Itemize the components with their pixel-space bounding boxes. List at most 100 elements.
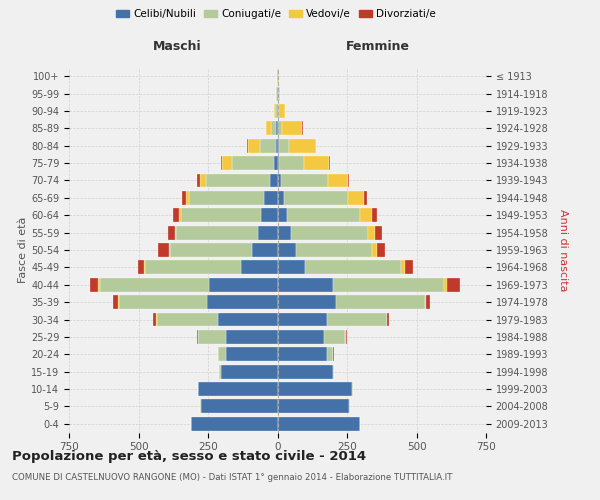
Bar — [279, 104, 285, 118]
Bar — [291, 226, 368, 239]
Bar — [347, 174, 349, 188]
Bar — [264, 191, 277, 205]
Bar — [220, 364, 221, 378]
Bar — [277, 278, 333, 291]
Bar — [296, 243, 372, 257]
Bar — [277, 382, 352, 396]
Bar — [218, 348, 226, 361]
Bar — [277, 417, 359, 431]
Bar — [189, 191, 264, 205]
Bar — [91, 278, 98, 291]
Bar — [277, 260, 305, 274]
Bar — [226, 348, 277, 361]
Bar — [138, 260, 144, 274]
Text: Femmine: Femmine — [346, 40, 410, 53]
Bar — [198, 382, 277, 396]
Bar — [388, 312, 389, 326]
Bar — [289, 139, 316, 152]
Bar — [200, 174, 206, 188]
Bar — [277, 226, 291, 239]
Bar — [333, 278, 444, 291]
Bar — [425, 295, 426, 309]
Bar — [305, 260, 401, 274]
Bar — [277, 348, 327, 361]
Bar — [336, 295, 425, 309]
Bar — [262, 208, 277, 222]
Bar — [186, 191, 189, 205]
Bar — [179, 208, 181, 222]
Text: Popolazione per età, sesso e stato civile - 2014: Popolazione per età, sesso e stato civil… — [12, 450, 366, 463]
Bar — [377, 243, 385, 257]
Bar — [175, 226, 176, 239]
Bar — [277, 243, 296, 257]
Bar — [404, 260, 413, 274]
Bar — [281, 174, 328, 188]
Bar — [277, 312, 327, 326]
Bar — [173, 208, 179, 222]
Bar — [364, 191, 367, 205]
Bar — [157, 312, 218, 326]
Bar — [170, 243, 253, 257]
Bar — [167, 226, 175, 239]
Bar — [270, 174, 277, 188]
Y-axis label: Fasce di età: Fasce di età — [18, 217, 28, 283]
Bar — [329, 156, 330, 170]
Bar — [232, 156, 274, 170]
Bar — [277, 295, 336, 309]
Bar — [191, 417, 277, 431]
Bar — [277, 156, 279, 170]
Legend: Celibi/Nubili, Coniugati/e, Vedovi/e, Divorziati/e: Celibi/Nubili, Coniugati/e, Vedovi/e, Di… — [112, 5, 440, 24]
Bar — [279, 156, 304, 170]
Bar — [278, 139, 289, 152]
Bar — [346, 330, 347, 344]
Bar — [169, 243, 170, 257]
Bar — [144, 260, 145, 274]
Y-axis label: Anni di nascita: Anni di nascita — [558, 209, 568, 291]
Bar — [278, 104, 279, 118]
Bar — [271, 122, 277, 136]
Bar — [446, 278, 460, 291]
Bar — [222, 156, 232, 170]
Bar — [206, 174, 270, 188]
Bar — [277, 208, 287, 222]
Bar — [275, 104, 277, 118]
Bar — [278, 86, 280, 101]
Bar — [361, 208, 372, 222]
Bar — [98, 278, 100, 291]
Bar — [274, 156, 277, 170]
Bar — [158, 243, 169, 257]
Bar — [277, 174, 281, 188]
Bar — [372, 243, 377, 257]
Bar — [332, 364, 334, 378]
Bar — [284, 191, 348, 205]
Bar — [327, 312, 387, 326]
Bar — [201, 400, 277, 413]
Bar — [274, 104, 275, 118]
Bar — [348, 191, 364, 205]
Bar — [100, 278, 209, 291]
Bar — [197, 174, 200, 188]
Bar — [278, 122, 282, 136]
Bar — [119, 295, 206, 309]
Bar — [276, 139, 277, 152]
Bar — [304, 156, 329, 170]
Text: COMUNE DI CASTELNUOVO RANGONE (MO) - Dati ISTAT 1° gennaio 2014 - Elaborazione T: COMUNE DI CASTELNUOVO RANGONE (MO) - Dat… — [12, 472, 452, 482]
Bar — [277, 330, 324, 344]
Bar — [209, 278, 277, 291]
Bar — [258, 226, 277, 239]
Bar — [176, 226, 258, 239]
Bar — [197, 330, 198, 344]
Bar — [226, 330, 277, 344]
Bar — [253, 243, 277, 257]
Bar — [444, 278, 446, 291]
Bar — [182, 191, 186, 205]
Bar — [145, 260, 241, 274]
Bar — [260, 139, 276, 152]
Bar — [241, 260, 277, 274]
Bar — [282, 122, 302, 136]
Bar — [266, 122, 271, 136]
Bar — [218, 312, 277, 326]
Bar — [221, 364, 277, 378]
Bar — [324, 330, 345, 344]
Bar — [368, 226, 375, 239]
